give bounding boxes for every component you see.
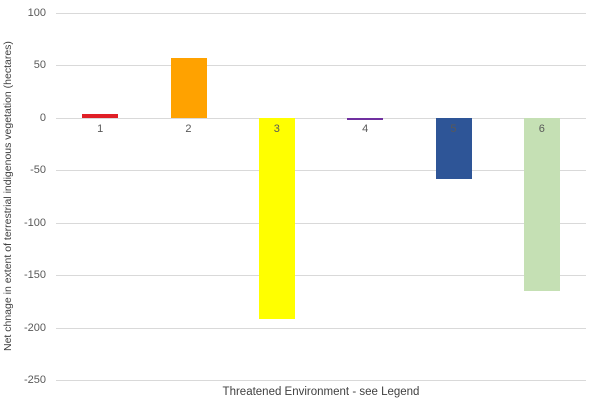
bar-category-1 xyxy=(82,113,119,118)
x-axis-title: Threatened Environment - see Legend xyxy=(222,386,420,398)
gridline xyxy=(56,65,586,67)
y-tick-label: -150 xyxy=(23,269,46,282)
y-tick-label: -50 xyxy=(30,164,46,177)
category-label: 2 xyxy=(185,122,192,135)
bar-category-2 xyxy=(170,58,207,118)
category-label: 3 xyxy=(273,122,280,135)
gridline xyxy=(56,117,586,119)
category-label: 6 xyxy=(538,122,545,135)
y-tick-label: -200 xyxy=(23,321,46,334)
category-label: 1 xyxy=(97,122,104,135)
gridline xyxy=(56,380,586,381)
category-label: 4 xyxy=(362,122,369,135)
y-tick-label: 50 xyxy=(33,59,46,72)
gridline xyxy=(56,13,586,14)
y-tick-label: -100 xyxy=(23,216,46,229)
y-tick-label: 0 xyxy=(39,111,46,124)
gridline xyxy=(56,275,586,277)
y-tick-label: 100 xyxy=(27,7,46,19)
y-tick-label: -250 xyxy=(23,374,46,386)
gridline xyxy=(56,170,586,172)
bar-category-6 xyxy=(523,117,560,291)
bar-category-3 xyxy=(258,117,295,320)
gridline xyxy=(56,327,586,329)
gridline xyxy=(56,222,586,224)
bar-category-5 xyxy=(435,117,472,179)
bar-category-4 xyxy=(347,117,384,120)
category-label: 5 xyxy=(450,122,457,135)
